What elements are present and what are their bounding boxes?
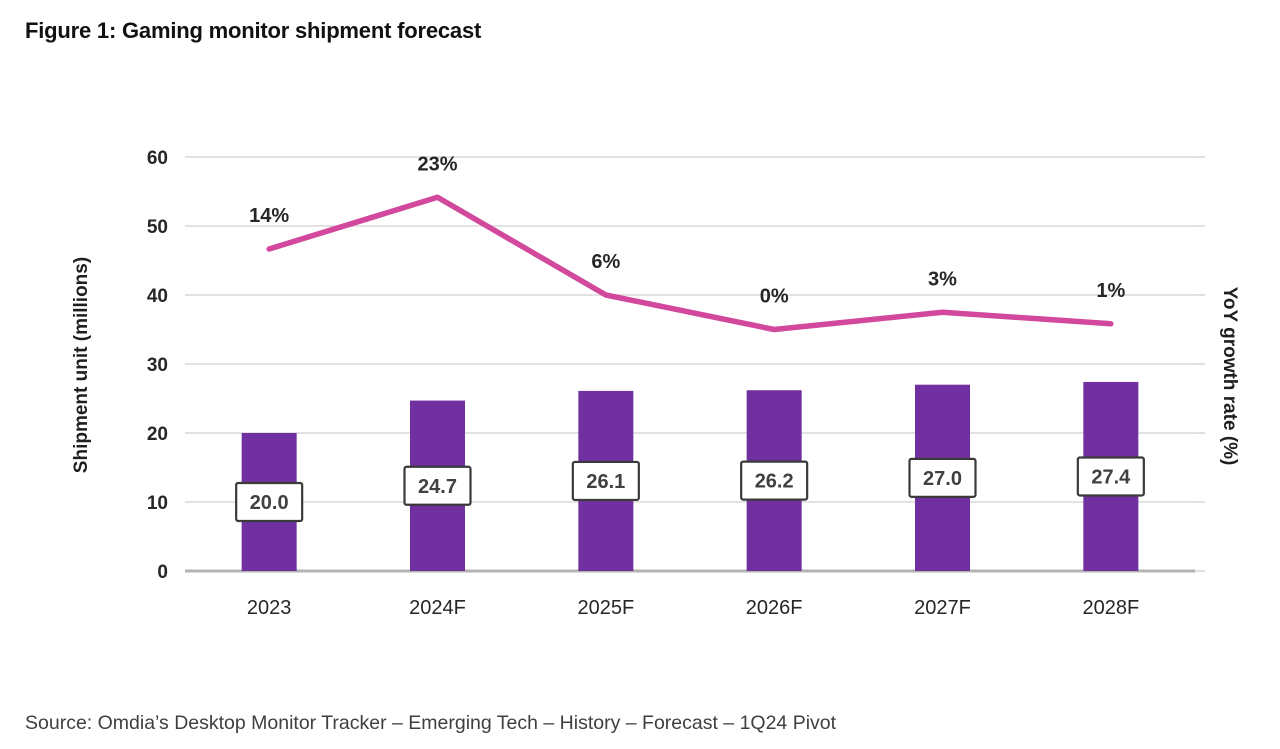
bar-value-box [740, 460, 809, 501]
y-axis-tick-label: 60 [147, 148, 168, 169]
y-axis-tick-label: 30 [147, 355, 168, 376]
x-axis-label: 2024F [409, 597, 466, 619]
shipment-forecast-chart: 0 10 20 30 40 50 60 20.0 24.7 26.1 26.2 27.0 27.4 14%… [147, 148, 1205, 619]
bar-value-label: 26.2 [755, 471, 794, 493]
y-axis-tick-label: 10 [147, 493, 168, 514]
x-axis-label: 2028F [1082, 597, 1139, 619]
yoy-growth-line [266, 194, 1114, 333]
growth-rate-label: 6% [591, 251, 620, 273]
growth-rate-label: 0% [760, 286, 789, 308]
y-axis-tick-label: 50 [147, 217, 168, 238]
x-axis-label: 2025F [577, 597, 634, 619]
x-axis-label: 2027F [914, 597, 971, 619]
left-axis-title: Shipment unit (millions) [71, 256, 92, 474]
growth-rate-label: 23% [417, 153, 457, 175]
growth-rate-label: 3% [928, 268, 957, 290]
growth-rate-label: 1% [1096, 280, 1125, 302]
bar-value-box [235, 481, 304, 523]
bar-value-label: 20.0 [250, 492, 289, 514]
y-axis-tick-label: 0 [157, 562, 168, 583]
bar-value-label: 24.7 [418, 476, 457, 498]
bar-value-label: 27.0 [923, 468, 962, 490]
figure-title: Figure 1: Gaming monitor shipment foreca… [25, 18, 482, 43]
source-note: Source: Omdia’s Desktop Monitor Tracker … [25, 712, 837, 734]
bar-value-box [571, 460, 640, 502]
x-axis-label: 2023 [247, 597, 292, 619]
x-axis-label: 2026F [746, 597, 803, 619]
growth-rate-label: 14% [249, 205, 289, 227]
y-axis-tick-label: 40 [147, 286, 168, 307]
bar-value-label: 27.4 [1091, 466, 1131, 488]
bar-value-label: 26.1 [586, 471, 625, 493]
y-axis-tick-label: 20 [147, 424, 168, 445]
bar-value-box [908, 457, 977, 498]
right-axis-title: YoY growth rate (%) [1219, 286, 1240, 466]
bar-value-box [1076, 456, 1145, 497]
bar-value-box [403, 465, 472, 506]
